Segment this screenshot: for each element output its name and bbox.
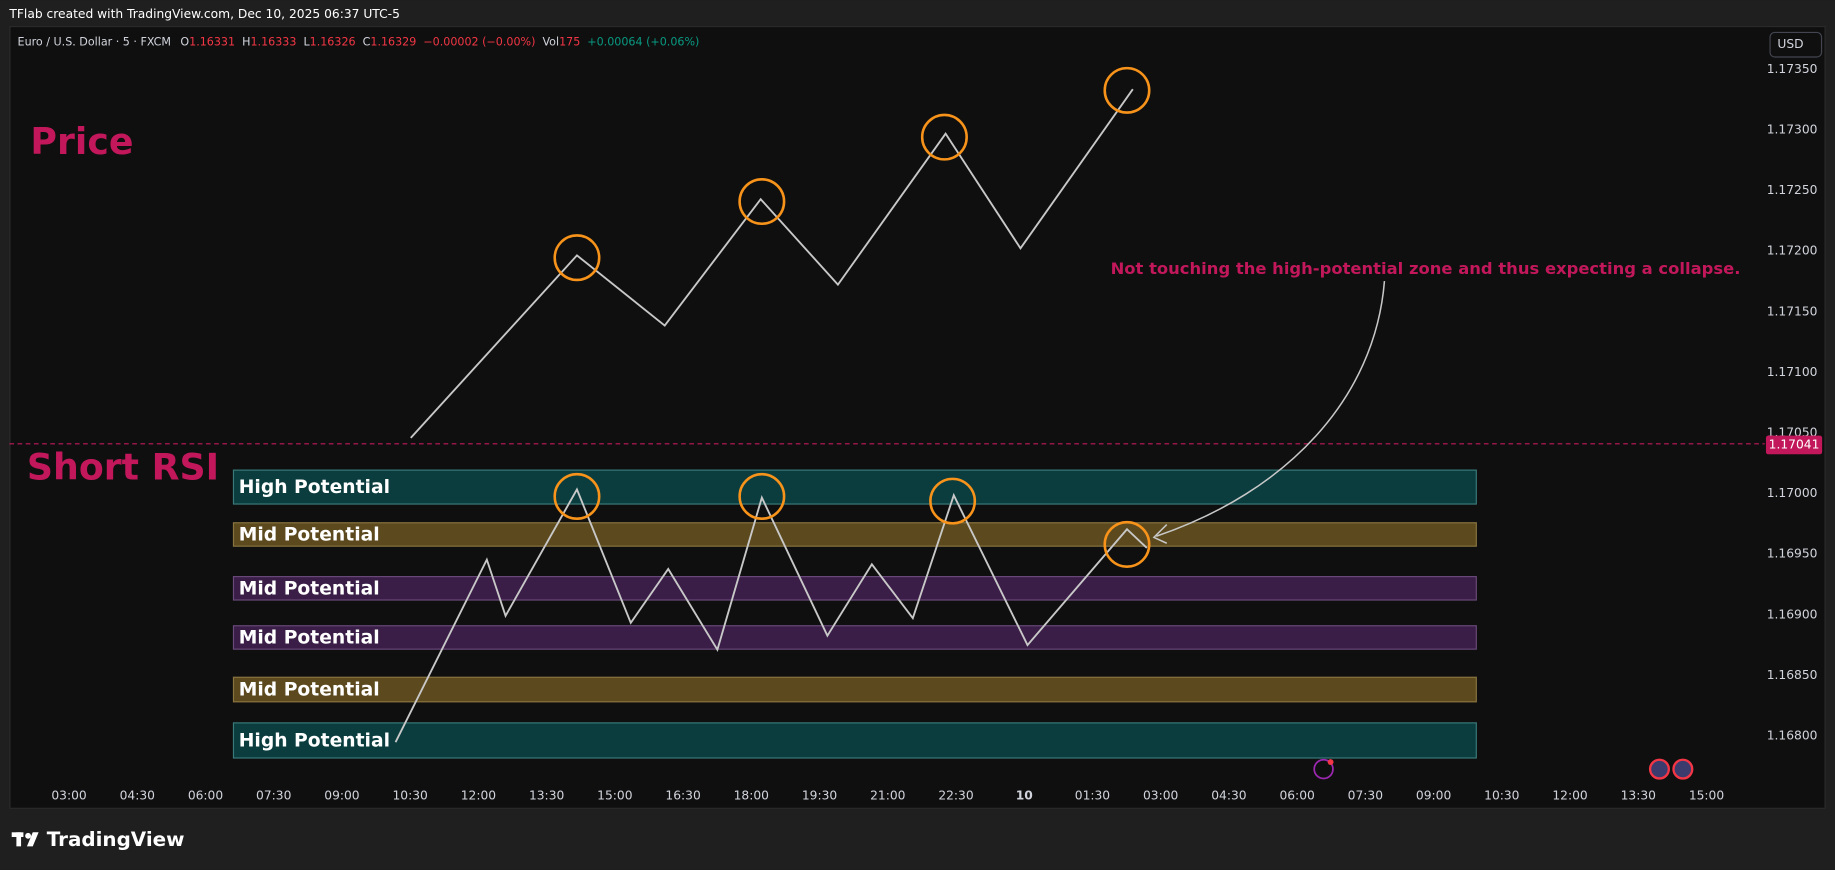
price-axis: 1.17350 1.17300 1.17250 1.17200 1.17150 1.171… [1767,62,1818,743]
circle [553,472,601,520]
time-axis-label: 09:00 [1416,789,1451,803]
event-dot [1327,759,1334,766]
annotation-arrow [1155,281,1386,537]
legend-value: 1.16329 [370,35,416,48]
zone-label: Mid Potential [239,628,380,649]
time-axis-label: 06:00 [188,789,223,803]
legend-value: 175 [559,35,580,48]
time-axis-label: 12:00 [1552,789,1587,803]
time-axis-label: 06:00 [1279,789,1314,803]
legend-key: C [363,35,371,48]
zone-label: High Potential [239,477,390,498]
time-axis-label: 07:30 [1348,789,1383,803]
currency-button[interactable] [1769,31,1823,58]
legend-change: +0.00064 (+0.06%) [587,35,699,48]
price-axis-label: 1.16950 [1767,547,1818,561]
price-axis-label: 1.17150 [1767,304,1818,318]
time-axis-label: 22:30 [938,789,973,803]
time-axis-label: 19:30 [802,789,837,803]
zone [232,522,1477,547]
price-drawing [410,88,1134,439]
logo-part [25,832,32,839]
header-title: TFlab created with TradingView.com, Dec … [8,7,400,21]
zone [232,722,1477,759]
brand: TradingView [47,828,185,851]
legend-symbol: Euro / U.S. Dollar · 5 · FXCM [18,35,171,48]
zone-label: Mid Potential [239,525,380,546]
time-axis-label: 13:30 [529,789,564,803]
price-label: Price [30,120,133,163]
time-axis-label: 21:00 [870,789,905,803]
zone-label: High Potential [239,731,390,752]
price-axis-label: 1.17200 [1767,244,1818,258]
legend-value: 1.16333 [250,35,296,48]
logo-part [16,832,22,847]
time-axis-label: 03:00 [51,789,86,803]
flag-icon[interactable] [1672,758,1694,780]
time-axis-label: 03:00 [1143,789,1178,803]
time-axis-label: 12:00 [461,789,496,803]
zones: High Potential Mid Potential Mid Potential… [232,469,1477,759]
logo-part [26,832,39,847]
price-axis-label: 1.17350 [1767,62,1818,76]
circle [920,113,968,161]
brand-logo [11,832,39,847]
time-axis-label: 09:00 [324,789,359,803]
legend-key: H [242,35,250,48]
circle [929,477,977,525]
circle [1103,66,1151,114]
zone [232,469,1477,505]
legend-value: 1.16326 [310,35,356,48]
price-axis-label: 1.17000 [1767,486,1818,500]
event-icon[interactable] [1313,758,1334,780]
circle [1103,520,1151,568]
time-axis-label: 10 [1016,789,1033,803]
time-axis-label: 10:30 [393,789,428,803]
rsi-label: Short RSI [27,446,219,489]
legend-key: O [180,35,189,48]
time-axis-label: 13:30 [1621,789,1656,803]
legend-key: Vol [542,35,559,48]
price-axis-label: 1.17250 [1767,183,1818,197]
price-axis-label: 1.17300 [1767,122,1818,136]
time-axis-label: 15:00 [1689,789,1724,803]
price-axis-label: 1.16900 [1767,607,1818,621]
time-axis-label: 16:30 [665,789,700,803]
zone [232,625,1477,650]
time-axis: 03:00 04:30 06:00 07:30 09:00 10:30 12:00 13:30… [51,789,1724,803]
zone-label: Mid Potential [239,680,380,701]
time-axis-label: 04:30 [120,789,155,803]
time-axis-label: 04:30 [1211,789,1246,803]
arrow-head [1152,523,1168,544]
flag-icon[interactable] [1648,758,1670,780]
circle [553,234,601,282]
legend-key: L [303,35,310,48]
time-axis-label: 15:00 [597,789,632,803]
legend: Euro / U.S. Dollar · 5 · FXCM O 1.16331 H 1.… [18,35,700,48]
price-axis-label: 1.17100 [1767,365,1818,379]
current-price: 1.17041 [1769,437,1820,451]
legend-change: −0.00002 (−0.00%) [423,35,535,48]
circles [553,66,1151,568]
current-price-tag [1765,435,1823,455]
time-axis-label: 07:30 [256,789,291,803]
price-axis-label: 1.16850 [1767,668,1818,682]
time-axis-label: 18:00 [734,789,769,803]
price-axis-label: 1.16800 [1767,729,1818,743]
time-axis-label: 01:30 [1075,789,1110,803]
circle [738,472,786,520]
currency-label: USD [1777,37,1803,51]
rsi-drawing [394,487,1148,743]
annotation: Not touching the high-potential zone and… [1111,259,1741,278]
circle [738,178,786,226]
legend-value: 1.16331 [189,35,235,48]
zone [232,676,1477,703]
zone [232,576,1477,601]
zone-label: Mid Potential [239,578,380,599]
time-axis-label: 10:30 [1484,789,1519,803]
